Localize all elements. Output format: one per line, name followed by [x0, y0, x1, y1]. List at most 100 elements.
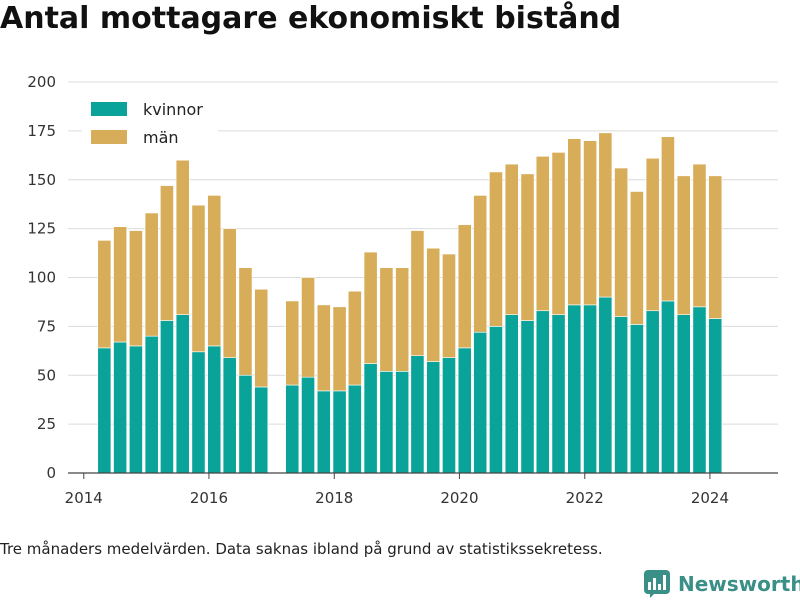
bar-man: [567, 138, 582, 306]
bar-kvinnor: [395, 371, 410, 474]
newsworthy-chart-logo-icon: [644, 570, 670, 598]
bars: [97, 132, 723, 474]
bar-man: [551, 152, 566, 315]
y-tick-label: 0: [46, 464, 56, 482]
bar-kvinnor: [285, 384, 300, 474]
legend: kvinnor män: [82, 94, 218, 156]
y-tick-label: 25: [37, 415, 56, 433]
bar-kvinnor: [442, 357, 456, 474]
bar-man: [222, 228, 237, 358]
brand-logo[interactable]: Newsworthy: [644, 568, 800, 600]
bar-kvinnor: [535, 310, 550, 474]
bar-kvinnor: [583, 304, 597, 474]
bar-kvinnor: [238, 374, 253, 474]
y-tick-label: 200: [27, 73, 56, 91]
bar-kvinnor: [379, 371, 394, 474]
bar-man: [598, 132, 613, 298]
bar-man: [97, 240, 112, 349]
bar-man: [692, 163, 707, 308]
y-tick-label: 75: [37, 317, 56, 335]
bar-kvinnor: [332, 390, 347, 474]
x-tick-label: 2016: [190, 489, 228, 507]
bar-kvinnor: [473, 331, 488, 474]
bar-man: [457, 224, 472, 349]
y-tick-label: 125: [27, 220, 56, 238]
bar-kvinnor: [144, 335, 159, 474]
bar-kvinnor: [504, 314, 519, 474]
x-tick-label: 2018: [315, 489, 353, 507]
bar-man: [347, 290, 362, 386]
bar-kvinnor: [708, 318, 723, 474]
bar-man: [363, 251, 378, 364]
x-tick-label: 2020: [440, 489, 478, 507]
bar-man: [645, 157, 660, 312]
bar-kvinnor: [113, 341, 128, 474]
bar-kvinnor: [160, 320, 174, 474]
bar-kvinnor: [222, 357, 237, 474]
legend-swatch: [91, 102, 127, 116]
bar-man: [238, 267, 253, 376]
x-tick-label: 2024: [691, 489, 729, 507]
bar-man: [676, 175, 691, 315]
y-tick-label: 100: [27, 269, 56, 287]
bar-man: [144, 212, 159, 337]
bar-man: [113, 226, 128, 343]
bar-kvinnor: [254, 386, 269, 474]
bar-kvinnor: [567, 304, 582, 474]
y-tick-label: 175: [27, 122, 56, 140]
bar-kvinnor: [489, 326, 503, 474]
bar-man: [426, 247, 441, 362]
stacked-bar-chart: 2014 2016 2018 2020 2022 2024 0 25 50 75 100 125 15…: [27, 73, 778, 507]
bar-man: [708, 175, 723, 319]
bar-man: [254, 288, 269, 388]
bar-kvinnor: [97, 347, 112, 474]
y-tick-label: 50: [37, 366, 56, 384]
bar-kvinnor: [410, 355, 425, 474]
bar-kvinnor: [692, 306, 707, 474]
bar-kvinnor: [426, 361, 441, 474]
bar-kvinnor: [645, 310, 660, 474]
bar-kvinnor: [363, 363, 378, 474]
bar-kvinnor: [629, 324, 644, 474]
bar-man: [442, 253, 456, 358]
x-tick-label: 2014: [65, 489, 103, 507]
bar-man: [316, 304, 331, 392]
bar-kvinnor: [207, 345, 222, 474]
bar-man: [504, 163, 519, 315]
chart-title: Antal mottagare ekonomiskt bistånd: [0, 1, 622, 36]
bar-man: [410, 230, 425, 357]
bar-man: [520, 173, 535, 321]
legend-swatch: [91, 130, 127, 144]
bar-kvinnor: [661, 300, 675, 474]
bar-kvinnor: [457, 347, 472, 474]
bar-kvinnor: [191, 351, 206, 474]
bar-kvinnor: [175, 314, 190, 474]
bar-man: [583, 140, 597, 306]
bar-man: [301, 277, 315, 378]
bar-kvinnor: [551, 314, 566, 474]
bar-man: [629, 191, 644, 325]
bar-kvinnor: [676, 314, 691, 474]
bar-man: [207, 195, 222, 347]
bar-man: [128, 230, 143, 347]
legend-label: män: [143, 128, 179, 147]
bar-kvinnor: [316, 390, 331, 474]
bar-man: [473, 195, 488, 333]
bar-kvinnor: [128, 345, 143, 474]
bar-man: [614, 167, 629, 317]
bar-man: [661, 136, 675, 302]
bar-man: [379, 267, 394, 372]
bar-man: [395, 267, 410, 372]
bar-kvinnor: [347, 384, 362, 474]
legend-label: kvinnor: [143, 100, 203, 119]
bar-man: [332, 306, 347, 392]
bar-man: [489, 171, 503, 327]
bar-man: [191, 204, 206, 353]
y-tick-label: 150: [27, 171, 56, 189]
bar-kvinnor: [614, 316, 629, 474]
footnote: Tre månaders medelvärden. Data saknas ib…: [0, 540, 603, 558]
bar-man: [285, 300, 300, 386]
y-axis: 0 25 50 75 100 125 150 175 200: [27, 73, 56, 482]
bar-kvinnor: [598, 296, 613, 474]
bar-kvinnor: [520, 320, 535, 474]
